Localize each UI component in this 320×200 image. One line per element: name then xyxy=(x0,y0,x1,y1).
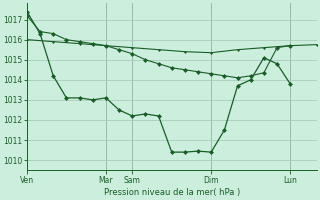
X-axis label: Pression niveau de la mer( hPa ): Pression niveau de la mer( hPa ) xyxy=(104,188,240,197)
